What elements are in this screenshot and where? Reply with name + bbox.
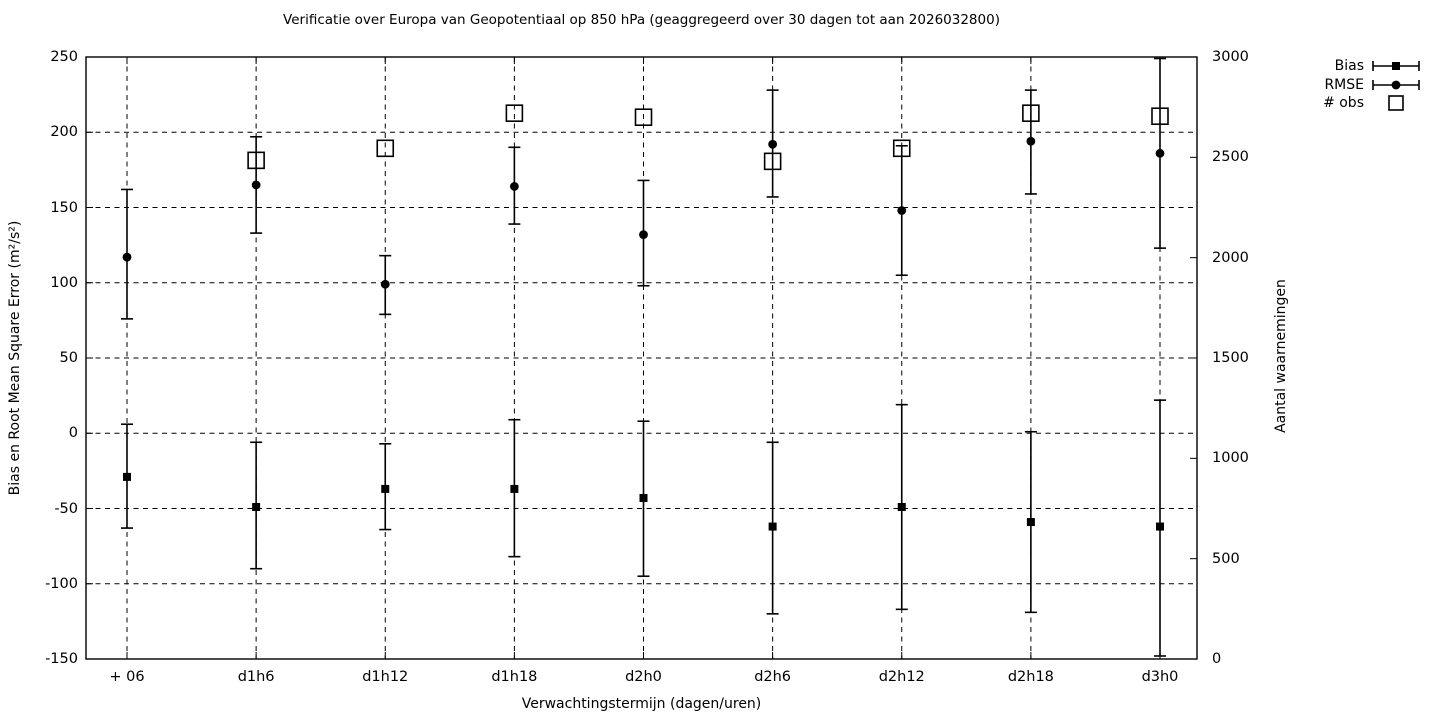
y-tick-label-left: 200 — [50, 124, 78, 141]
legend-label-obs: # obs — [1323, 94, 1364, 111]
y-tick-label-left: 250 — [50, 49, 78, 65]
series-bias — [121, 399, 1166, 657]
left-axis-title: Bias en Root Mean Square Error (m²/s²) — [7, 220, 23, 496]
x-tick-label: + 06 — [109, 669, 145, 685]
y-tick-label-left: 50 — [59, 350, 78, 366]
y-tick-label-right: 0 — [1212, 651, 1222, 667]
y-tick-label-left: 0 — [68, 425, 78, 442]
y-tick-label-right: 1000 — [1212, 450, 1249, 467]
obs-open-square-icon — [1372, 95, 1420, 111]
chart-title: Verificatie over Europa van Geopotentiaa… — [283, 12, 1000, 28]
y-tick-label-left: -150 — [45, 651, 78, 667]
y-tick-label-right: 2500 — [1212, 149, 1249, 166]
y-tick-label-right: 500 — [1212, 550, 1240, 567]
x-tick-label: d1h18 — [491, 669, 538, 685]
y-tick-label-left: -100 — [45, 575, 78, 592]
plot-border — [85, 56, 1198, 660]
bias-errorbar-square-icon — [1372, 58, 1420, 74]
legend-item-obs: # obs — [1240, 94, 1420, 112]
legend: Bias RMSE # obs — [1240, 57, 1420, 112]
legend-label-bias: Bias — [1334, 58, 1364, 75]
x-tick-label: d2h18 — [1007, 669, 1054, 685]
y-tick-label-right: 2000 — [1212, 249, 1249, 266]
series--obs — [247, 104, 1169, 171]
x-tick-label: d2h12 — [878, 669, 925, 685]
y-tick-label-left: 100 — [50, 274, 78, 291]
x-tick-label: d3h0 — [1141, 669, 1179, 685]
rmse-errorbar-circle-icon — [1372, 77, 1420, 93]
x-tick-label: d1h12 — [362, 669, 409, 685]
y-tick-label-left: 150 — [50, 199, 78, 216]
legend-item-rmse: RMSE — [1240, 75, 1420, 93]
x-tick-label: d2h0 — [625, 669, 662, 685]
legend-item-bias: Bias — [1240, 57, 1420, 75]
x-tick-label: d1h6 — [237, 669, 275, 685]
series-rmse — [121, 57, 1166, 320]
x-axis-title: Verwachtingstermijn (dagen/uren) — [521, 696, 762, 712]
y-tick-label-left: -50 — [54, 500, 78, 517]
y-tick-label-right: 1500 — [1212, 350, 1249, 366]
right-axis-title: Aantal waarnemingen — [1273, 279, 1289, 433]
legend-label-rmse: RMSE — [1324, 76, 1364, 93]
x-tick-label: d2h6 — [754, 669, 792, 685]
grid-layer — [86, 56, 1197, 660]
y-tick-label-right: 3000 — [1212, 49, 1249, 65]
